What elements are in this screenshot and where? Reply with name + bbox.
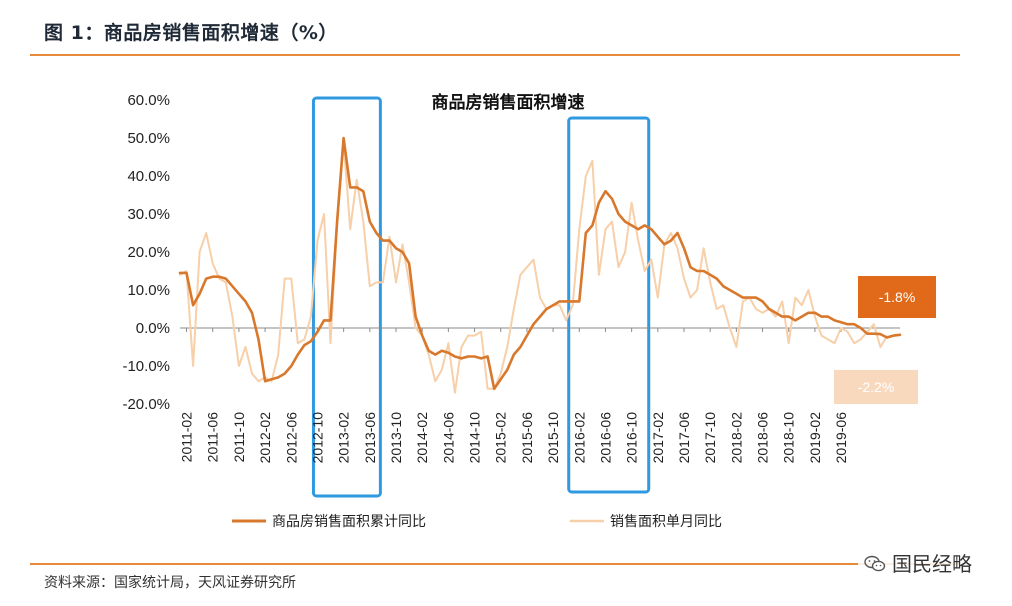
x-tick-label: 2012-10: [309, 412, 325, 464]
legend-label: 销售面积单月同比: [610, 514, 722, 530]
bottom-rule: [30, 563, 960, 565]
figure-title: 图 1：商品房销售面积增速（%）: [44, 22, 338, 44]
x-tick-label: 2016-10: [624, 412, 640, 464]
highlight-box: [567, 116, 651, 494]
x-tick-label: 2013-10: [388, 412, 404, 464]
x-tick-label: 2015-06: [519, 412, 535, 464]
x-tick-label: 2014-06: [440, 412, 456, 464]
x-tick-label: 2017-06: [676, 412, 692, 464]
legend-label: 商品房销售面积累计同比: [272, 514, 426, 530]
x-tick-label: 2012-02: [257, 412, 273, 464]
y-tick-label: 30.0%: [127, 206, 170, 223]
latest-value-callouts: -1.8% -2.2%: [834, 276, 936, 404]
x-tick-label: 2014-10: [467, 412, 483, 464]
chart-title: 商品房销售面积增速: [432, 92, 585, 113]
watermark-text: 国民经略: [892, 552, 972, 576]
x-tick-label: 2013-02: [336, 412, 352, 464]
x-tick-label: 2017-10: [702, 412, 718, 464]
monthly-callout-box: [834, 370, 918, 404]
watermark: 国民经略: [858, 546, 978, 579]
x-tick-label: 2011-10: [231, 412, 247, 463]
series-cumulative: [178, 136, 902, 391]
x-tick-label: 2018-06: [755, 412, 771, 464]
y-axis: -20.0% -10.0% 0.0% 10.0% 20.0% 30.0% 40.0% 50.0…: [122, 92, 170, 413]
cumulative-yoy-line: [178, 136, 902, 391]
cumulative-callout-box: [858, 276, 936, 318]
x-tick-label: 2012-06: [283, 412, 299, 464]
x-tick-label: 2017-02: [650, 412, 666, 464]
y-tick-label: -10.0%: [122, 358, 170, 375]
y-tick-label: 40.0%: [127, 168, 170, 185]
monthly-callout-label: -2.2%: [858, 379, 895, 395]
x-tick-label: 2014-02: [414, 412, 430, 464]
x-tick-label: 2015-10: [545, 412, 561, 464]
x-tick-label: 2016-02: [571, 412, 587, 464]
x-tick-label: 2019-02: [807, 412, 823, 464]
x-tick-label: 2016-06: [597, 412, 613, 464]
legend: 商品房销售面积累计同比 销售面积单月同比: [232, 514, 722, 530]
x-tick-label: 2019-06: [833, 412, 849, 464]
y-tick-label: 0.0%: [136, 320, 170, 337]
y-tick-label: 10.0%: [127, 282, 170, 299]
cumulative-callout-label: -1.8%: [879, 289, 916, 305]
x-tick-label: 2013-06: [362, 412, 378, 464]
monthly-yoy-line: [179, 140, 888, 394]
x-tick-label: 2015-02: [493, 412, 509, 464]
x-tick-label: 2018-02: [728, 412, 744, 464]
top-rule: [30, 54, 960, 56]
source-note: 资料来源：国家统计局，天风证券研究所: [44, 575, 296, 591]
x-axis: 2011-02 2011-06 2011-10 2012-02 2012-06 2012-…: [179, 327, 900, 464]
y-tick-label: 60.0%: [127, 92, 170, 109]
y-tick-label: 20.0%: [127, 244, 170, 261]
y-tick-label: -20.0%: [122, 396, 170, 413]
y-tick-label: 50.0%: [127, 130, 170, 147]
series-monthly: [179, 140, 888, 394]
x-tick-label: 2011-06: [205, 412, 221, 463]
x-tick-label: 2011-02: [179, 412, 195, 463]
line-chart: 2011-02 2011-06 2011-10 2012-02 2012-06 2012-…: [122, 92, 936, 530]
x-tick-label: 2018-10: [781, 412, 797, 464]
wechat-icon: [864, 554, 886, 572]
